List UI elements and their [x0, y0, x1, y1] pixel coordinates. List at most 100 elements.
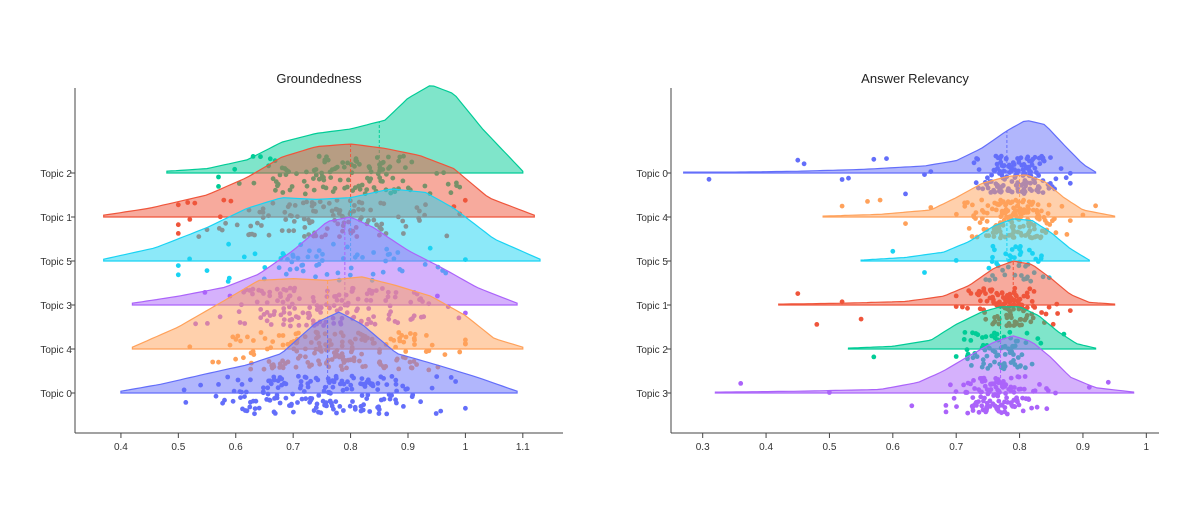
data-point [1005, 298, 1010, 304]
data-point [928, 169, 934, 175]
data-point [1067, 170, 1073, 176]
data-point [463, 405, 468, 411]
data-point [984, 387, 990, 392]
subplot-title: Answer Relevancy [861, 71, 969, 86]
data-point [1024, 330, 1030, 336]
data-point [839, 203, 845, 209]
data-point [239, 382, 245, 387]
x-tick-label: 0.9 [401, 442, 415, 453]
data-point [1046, 304, 1052, 310]
data-point [181, 387, 187, 393]
data-point [972, 386, 977, 391]
data-point [187, 344, 193, 350]
data-point [329, 403, 335, 409]
data-point [968, 338, 974, 343]
data-point [980, 335, 985, 340]
data-point [463, 257, 468, 262]
data-point [989, 259, 995, 264]
data-point [409, 394, 415, 400]
data-point [976, 409, 982, 415]
data-point [1035, 336, 1041, 341]
data-point [1013, 292, 1019, 298]
data-point [448, 375, 454, 380]
data-point [1003, 209, 1009, 215]
data-point [965, 305, 970, 311]
data-point [396, 330, 402, 335]
data-point [1017, 210, 1023, 216]
data-point [1037, 161, 1043, 167]
data-point [977, 220, 983, 226]
data-point [327, 398, 333, 404]
data-point [738, 381, 744, 386]
data-point [1017, 252, 1023, 257]
x-tick-label: 0.4 [114, 442, 128, 453]
data-point [984, 218, 990, 224]
data-point [998, 402, 1004, 408]
data-point [981, 227, 987, 232]
data-point [341, 381, 347, 387]
density-area [847, 306, 1097, 350]
data-point [290, 391, 295, 397]
density-area [120, 311, 518, 394]
data-point [977, 306, 983, 312]
subplot-title: Groundedness [276, 71, 362, 86]
data-point [1029, 201, 1035, 206]
data-point [795, 157, 801, 163]
data-point [989, 172, 994, 178]
data-point [965, 380, 971, 386]
data-point [326, 390, 331, 395]
data-point [975, 156, 981, 162]
data-point [1019, 302, 1025, 308]
category-label: Topic 0 [40, 389, 72, 400]
data-point [988, 288, 994, 294]
data-point [216, 184, 221, 189]
data-point [1061, 331, 1067, 337]
data-point [418, 399, 423, 405]
data-point [966, 288, 972, 294]
data-point [349, 373, 355, 379]
data-point [1058, 166, 1064, 172]
data-point [983, 409, 989, 415]
data-point [230, 334, 236, 340]
x-tick-label: 0.5 [171, 442, 185, 453]
data-point [340, 387, 346, 393]
data-point [1038, 340, 1044, 346]
data-point [358, 408, 364, 414]
data-point [288, 403, 294, 408]
data-point [1003, 202, 1008, 208]
data-point [293, 331, 299, 337]
data-point [274, 392, 280, 398]
x-tick-label: 0.7 [949, 442, 963, 453]
data-point [971, 160, 977, 166]
data-point [1037, 382, 1042, 387]
data-point [226, 241, 232, 247]
data-point [362, 384, 368, 389]
data-point [962, 200, 967, 206]
data-point [993, 153, 999, 159]
data-point [978, 394, 984, 400]
data-point [974, 291, 980, 297]
data-point [954, 211, 959, 217]
data-point [877, 197, 883, 203]
data-point [393, 381, 399, 387]
data-point [1022, 374, 1028, 379]
data-point [1009, 199, 1015, 205]
data-point [1001, 168, 1007, 174]
data-point [964, 347, 970, 353]
data-point [272, 411, 278, 416]
data-point [1086, 384, 1092, 390]
data-point [435, 293, 440, 299]
data-point [427, 245, 433, 251]
data-point [275, 385, 281, 391]
data-point [400, 383, 406, 389]
data-point [230, 398, 236, 404]
data-point [1012, 385, 1017, 390]
data-point [1031, 289, 1037, 294]
data-point [316, 393, 322, 398]
data-point [943, 409, 949, 415]
data-point [992, 200, 998, 206]
data-point [457, 349, 463, 355]
data-point [962, 203, 968, 209]
data-point [241, 254, 247, 260]
data-point [1059, 203, 1065, 209]
